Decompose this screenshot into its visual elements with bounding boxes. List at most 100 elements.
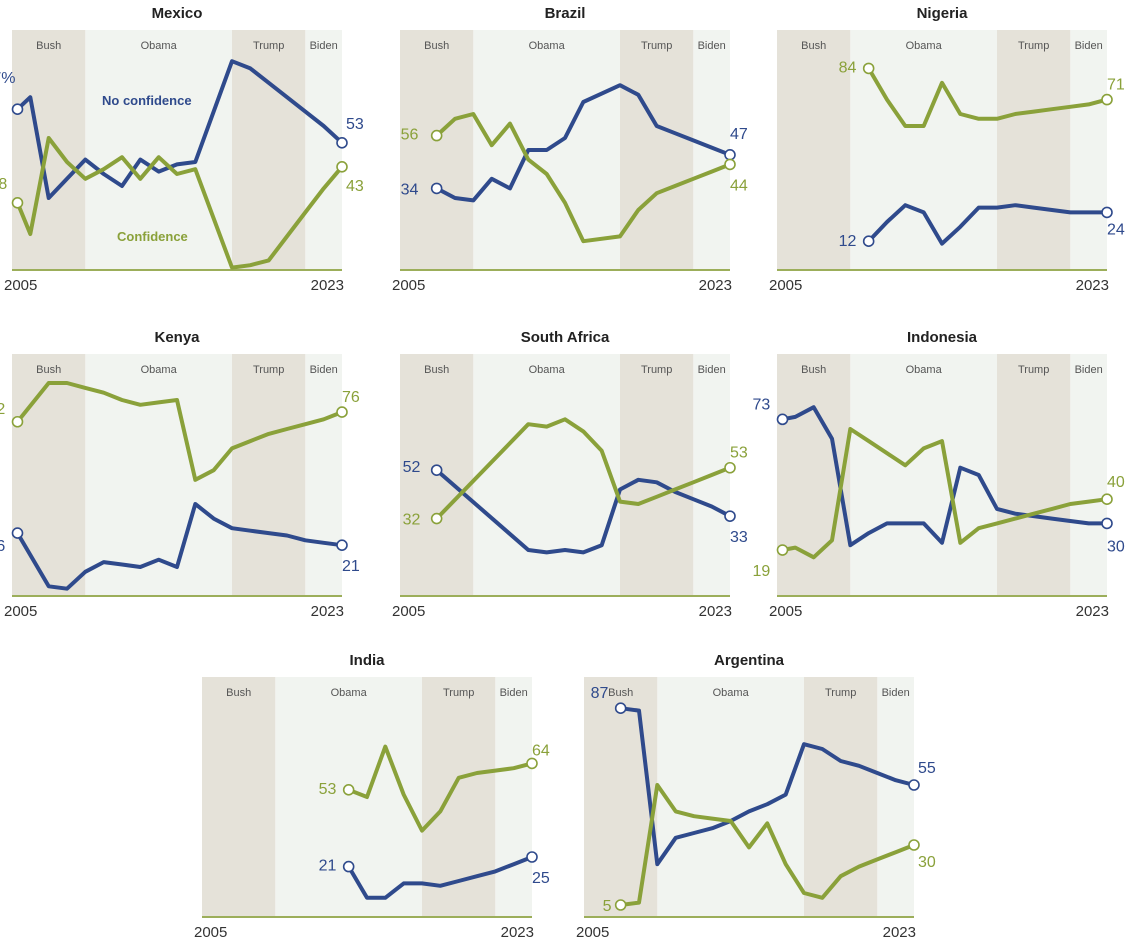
start-value-label: 26 — [0, 538, 5, 555]
start-point-marker — [430, 464, 443, 476]
era-label: Bush — [226, 687, 251, 699]
series-name-confidence: Confidence — [117, 229, 188, 244]
series-line-confidence — [15, 136, 344, 270]
era-label: Bush — [36, 40, 61, 52]
series-line-confidence — [866, 66, 1109, 128]
end-value-label: 43 — [346, 178, 364, 195]
start-value-label: 12 — [839, 233, 857, 250]
era-band-bush — [777, 30, 851, 270]
era-band-biden — [305, 30, 342, 270]
era-label: Bush — [801, 40, 826, 52]
start-value-label: 52 — [403, 459, 421, 476]
era-band-obama — [850, 354, 997, 596]
era-label: Obama — [141, 40, 178, 52]
end-value-label: 21 — [342, 558, 360, 575]
series-line-confidence — [618, 783, 916, 907]
start-point-marker — [11, 415, 24, 428]
era-band-biden — [1070, 30, 1107, 270]
era-label: Trump — [253, 40, 284, 52]
end-point-marker — [724, 510, 736, 522]
era-label: Obama — [529, 40, 566, 52]
start-point-marker — [430, 129, 443, 142]
era-band-bush — [12, 30, 86, 270]
era-label: Obama — [529, 364, 566, 376]
end-value-label: 25 — [532, 870, 550, 887]
start-point-marker — [776, 413, 789, 426]
era-band-biden — [305, 354, 342, 596]
series-line-no-confidence — [434, 83, 732, 203]
era-band-trump — [620, 30, 694, 270]
era-label: Obama — [906, 364, 943, 376]
era-band-bush — [400, 30, 474, 270]
series-line-no-confidence — [434, 468, 732, 555]
x-tick-label-end: 2023 — [1076, 603, 1109, 620]
end-value-label: 55 — [918, 760, 936, 777]
start-value-label: 21 — [319, 858, 337, 875]
end-value-label: 53 — [346, 116, 364, 133]
start-point-marker — [342, 860, 355, 873]
era-label: Biden — [698, 364, 726, 376]
end-point-marker — [908, 839, 920, 851]
start-value-label: 73 — [753, 396, 771, 413]
era-label: Obama — [906, 40, 943, 52]
panel-title: Mexico — [152, 5, 203, 22]
panel-title: Kenya — [154, 329, 200, 346]
x-tick-label-start: 2005 — [4, 277, 37, 294]
era-label: Bush — [801, 364, 826, 376]
panel-mexico: Bush Obama Trump Biden Mexico 2005 2023 67% 53 28… — [0, 5, 364, 294]
end-point-marker — [336, 161, 348, 173]
era-label: Bush — [36, 364, 61, 376]
end-point-marker — [1101, 206, 1113, 219]
series-line-no-confidence — [15, 502, 344, 591]
series-line-confidence — [15, 381, 344, 482]
start-value-label: 5 — [603, 898, 612, 915]
x-tick-label-end: 2023 — [311, 277, 344, 294]
end-point-marker — [1101, 93, 1113, 106]
era-label: Trump — [253, 364, 284, 376]
x-tick-label-start: 2005 — [4, 603, 37, 620]
x-tick-label-end: 2023 — [699, 603, 732, 620]
panel-nigeria: Bush Obama Trump Biden Nigeria 2005 2023 12 24 84… — [769, 5, 1125, 294]
start-point-marker — [776, 544, 789, 556]
era-label: Obama — [713, 687, 750, 699]
era-band-trump — [804, 677, 878, 917]
start-value-label: 67% — [0, 70, 16, 87]
panel-kenya: Bush Obama Trump Biden Kenya 2005 2023 26 21 72 76 — [0, 329, 360, 620]
era-band-biden — [693, 30, 730, 270]
start-point-marker — [11, 197, 24, 209]
series-line-no-confidence — [780, 405, 1109, 548]
end-value-label: 44 — [730, 177, 748, 194]
series-line-confidence — [434, 417, 732, 521]
end-value-label: 71 — [1107, 77, 1125, 94]
era-band-trump — [232, 354, 306, 596]
end-point-marker — [1101, 493, 1113, 506]
start-value-label: 56 — [401, 127, 419, 144]
end-point-marker — [1101, 517, 1113, 530]
era-label: Obama — [141, 364, 178, 376]
end-point-marker — [724, 158, 736, 171]
era-band-obama — [275, 677, 422, 917]
era-band-obama — [85, 30, 232, 270]
end-point-marker — [336, 406, 348, 418]
era-label: Biden — [1075, 364, 1103, 376]
end-point-marker — [336, 539, 348, 551]
era-label: Bush — [608, 687, 633, 699]
end-value-label: 30 — [918, 854, 936, 871]
end-value-label: 47 — [730, 126, 748, 143]
start-point-marker — [614, 899, 627, 911]
panel-india: Bush Obama Trump Biden India 2005 2023 21 25 53 64 — [194, 652, 550, 941]
end-point-marker — [724, 149, 736, 161]
panel-title: Nigeria — [917, 5, 969, 22]
series-line-confidence — [780, 427, 1109, 560]
end-point-marker — [336, 137, 348, 149]
era-band-bush — [202, 677, 276, 917]
series-line-confidence — [434, 112, 732, 244]
x-tick-label-end: 2023 — [883, 924, 916, 941]
x-tick-label-start: 2005 — [769, 277, 802, 294]
end-value-label: 40 — [1107, 474, 1125, 491]
start-value-label: 72 — [0, 401, 5, 418]
era-label: Biden — [698, 40, 726, 52]
end-point-marker — [724, 461, 736, 474]
x-tick-label-start: 2005 — [576, 924, 609, 941]
